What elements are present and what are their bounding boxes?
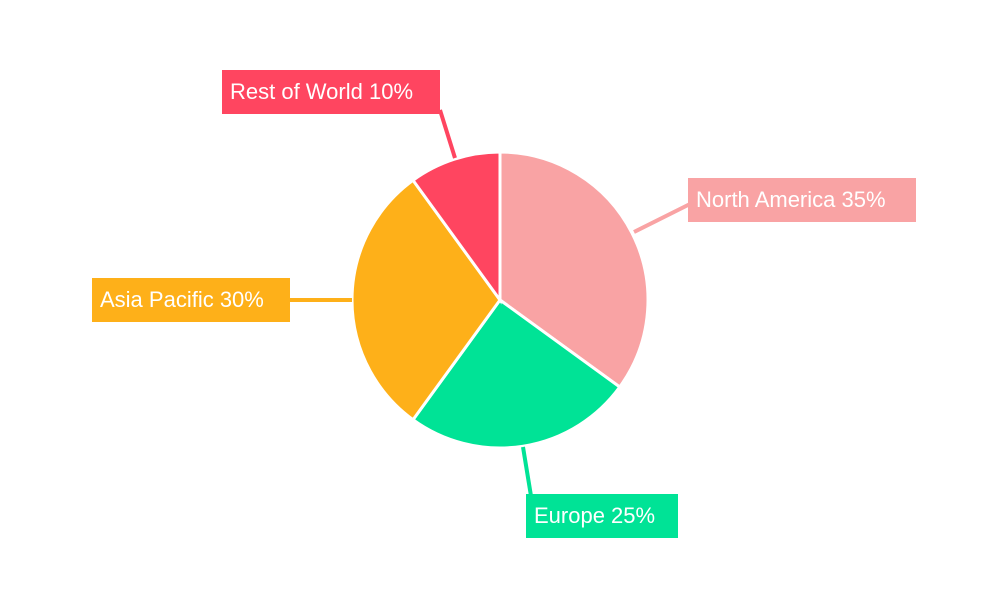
leader-line-rest-of-world <box>438 109 457 159</box>
data-label-asia-pacific: Asia Pacific 30% <box>92 278 290 322</box>
pie-slice-rest-of-world <box>410 150 502 305</box>
leader-line-north-america <box>633 202 691 234</box>
data-label-north-america: North America 35% <box>688 178 916 222</box>
pie-slice-north-america <box>498 150 650 390</box>
leader-line-europe <box>521 446 533 497</box>
pie-slice-europe <box>410 297 622 450</box>
data-label-europe: Europe 25% <box>526 494 678 538</box>
data-label-rest-of-world: Rest of World 10% <box>222 70 440 114</box>
